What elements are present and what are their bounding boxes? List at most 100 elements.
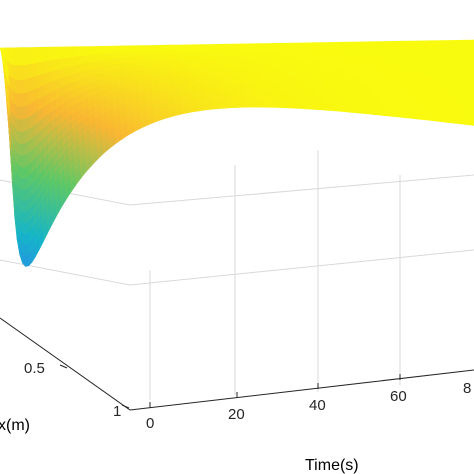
surface-patch: [85, 54, 93, 64]
surface-patch: [331, 57, 343, 63]
surface-patch: [244, 86, 254, 91]
surface-patch: [235, 75, 245, 81]
surface-patch: [251, 71, 262, 77]
surface-patch: [268, 64, 279, 69]
x-axis-label: x(m): [0, 417, 30, 434]
surface-patch: [295, 79, 306, 84]
surface-patch: [331, 49, 342, 55]
surface-patch: [462, 100, 474, 107]
surface-patch: [225, 51, 235, 56]
surface-patch: [431, 62, 443, 69]
surface-patch: [63, 57, 71, 69]
surface-patch: [462, 39, 474, 46]
surface-patch: [341, 49, 352, 55]
time-axis-ticks: 0 20 40 60 8: [146, 374, 471, 432]
surface-patch: [269, 85, 280, 91]
time-tick-label: 60: [390, 388, 407, 405]
surface-patch: [332, 68, 343, 74]
surface-patch: [315, 105, 326, 111]
surface-patch: [218, 62, 228, 67]
surface-patch: [351, 61, 362, 67]
surface-patch: [128, 45, 137, 53]
surface-patch: [380, 53, 392, 59]
surface-patch: [452, 62, 464, 69]
surface-patch: [241, 47, 252, 52]
surface-patch: [420, 66, 433, 73]
surface-patch: [262, 99, 272, 105]
surface-patch: [178, 48, 187, 55]
surface-patch: [141, 45, 150, 52]
surface-patch: [332, 76, 343, 82]
surface-patch: [252, 75, 262, 80]
surface-patch: [269, 79, 280, 84]
surface-patch: [333, 106, 344, 112]
surface-patch: [341, 53, 352, 59]
surface-patch: [251, 64, 261, 70]
surface-patch: [312, 46, 323, 51]
surface-patch: [122, 51, 130, 59]
surface-patch: [267, 50, 278, 55]
surface-patch: [322, 49, 333, 55]
surface-patch: [370, 57, 382, 63]
surface-patch: [259, 57, 270, 63]
surface-patch: [421, 114, 433, 121]
surface-patch: [294, 57, 305, 62]
surface-patch: [442, 116, 454, 124]
surface-patch: [452, 44, 464, 50]
surface-patch: [227, 86, 238, 91]
surface-patch: [431, 67, 443, 73]
axis-box: [0, 317, 474, 411]
surface-patch: [370, 45, 381, 51]
surface-patch: [242, 50, 252, 56]
surface-patch: [244, 82, 254, 87]
surface-patch: [462, 63, 474, 69]
surface-patch: [267, 46, 278, 52]
surface-patch: [431, 40, 443, 46]
surface-patch: [260, 72, 270, 77]
surface-patch: [340, 45, 352, 51]
surface-patch: [341, 72, 353, 78]
surface-patch: [370, 61, 382, 67]
surface-patch: [389, 40, 401, 46]
surface-patch: [270, 103, 281, 108]
surface-patch: [79, 55, 87, 65]
surface-patch: [350, 49, 362, 55]
surface-patch: [245, 96, 255, 101]
surface-patch: [74, 56, 81, 67]
surface-patch: [242, 58, 252, 63]
surface-patch: [371, 109, 383, 116]
surface-patch: [286, 68, 297, 73]
surface-patch: [268, 54, 278, 59]
surface-patch: [304, 64, 315, 70]
surface-patch: [48, 46, 55, 62]
surface-patch: [341, 61, 352, 67]
surface-patch: [441, 53, 453, 60]
surface-patch: [410, 70, 422, 77]
time-tick-label: 20: [228, 406, 245, 423]
surface-patch: [351, 73, 362, 79]
surface-patch: [370, 73, 382, 79]
surface-patch: [380, 61, 392, 67]
surface-patch: [287, 89, 298, 95]
surface-patch: [229, 103, 239, 109]
surface-patch: [103, 53, 111, 61]
surface-patch: [233, 47, 243, 52]
surface-patch: [261, 82, 271, 87]
surface-patch: [236, 89, 246, 95]
surface-patch: [400, 66, 412, 72]
surface-patch: [261, 86, 271, 91]
surface-patch: [295, 75, 306, 81]
surface-mesh: [0, 39, 474, 268]
surface-patch: [260, 68, 270, 73]
surface-patch: [28, 63, 34, 80]
surface-patch: [305, 83, 316, 88]
surface-patch: [227, 76, 237, 81]
surface-patch: [304, 68, 315, 73]
surface-patch: [322, 61, 333, 66]
surface-patch: [314, 79, 325, 85]
surface-patch: [313, 61, 324, 66]
surface-patch: [262, 103, 272, 108]
surface-patch: [400, 40, 412, 46]
surface-patch: [251, 61, 261, 66]
surface-patch: [370, 69, 382, 75]
